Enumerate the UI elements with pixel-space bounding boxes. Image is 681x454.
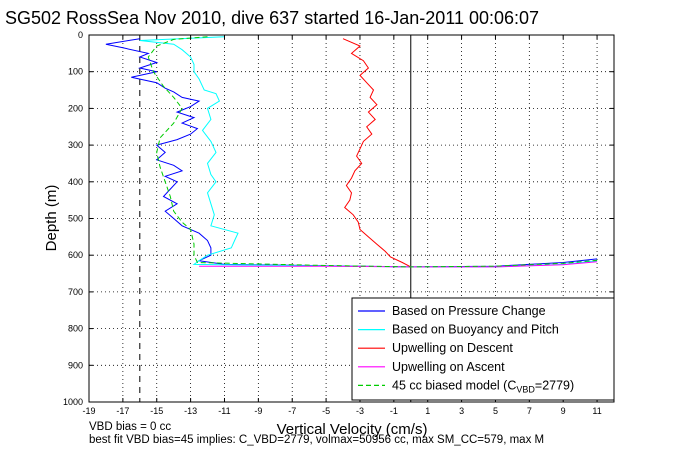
legend-label: 45 cc biased model (CVBD=2779): [392, 378, 574, 394]
series-line-3: [342, 38, 412, 268]
y-tick-label: 600: [68, 250, 83, 260]
x-tick-label: -15: [150, 406, 163, 416]
chart-title: SG502 RossSea Nov 2010, dive 637 started…: [5, 8, 539, 28]
x-tick-label: -3: [356, 406, 364, 416]
legend-label: Based on Pressure Change: [392, 304, 546, 318]
x-tick-label: -1: [390, 406, 398, 416]
y-tick-label: 0: [78, 30, 83, 40]
series-line-5: [147, 36, 598, 268]
y-ticks: 0 100 200 300 400 500 600 700 800 900 1000: [63, 30, 614, 407]
y-tick-label: 700: [68, 287, 83, 297]
x-tick-label: -5: [322, 406, 330, 416]
x-tick-label: 11: [592, 406, 601, 416]
x-tick-label: 3: [459, 406, 464, 416]
x-tick-label: -7: [288, 406, 296, 416]
legend-label: Upwelling on Ascent: [392, 360, 505, 374]
legend-box: [351, 297, 615, 401]
x-tick-label: 5: [493, 406, 498, 416]
x-tick-label: 9: [561, 406, 566, 416]
y-tick-label: 900: [68, 360, 83, 370]
x-ticks: -19 -17 -15 -13 -11 -9 -7 -5 -3 -1 1 3 5 7 9 11: [82, 35, 602, 416]
y-tick-label: 100: [68, 67, 83, 77]
legend-label: Upwelling on Descent: [392, 341, 513, 355]
y-tick-label: 400: [68, 177, 83, 187]
series-layer: [105, 36, 598, 268]
legend: Based on Pressure Change Based on Buoyanc…: [351, 297, 615, 401]
y-tick-label: 1000: [63, 397, 83, 407]
x-tick-label: -17: [116, 406, 129, 416]
y-tick-label: 500: [68, 214, 83, 224]
footer-line-2: best fit VBD bias=45 implies: C_VBD=2779…: [89, 434, 545, 446]
x-tick-label: 7: [527, 406, 532, 416]
y-tick-label: 300: [68, 140, 83, 150]
x-tick-label: -13: [184, 406, 197, 416]
footer-line-1: VBD bias = 0 cc: [89, 421, 172, 433]
series-line-2: [139, 36, 598, 268]
x-axis-label: Vertical Velocity (cm/s): [277, 421, 428, 438]
y-tick-label: 200: [68, 103, 83, 113]
x-tick-label: -19: [82, 406, 95, 416]
legend-label: Based on Buoyancy and Pitch: [392, 323, 559, 337]
x-tick-label: 1: [425, 406, 430, 416]
x-tick-label: -9: [254, 406, 262, 416]
x-tick-label: -11: [218, 406, 230, 416]
y-tick-label: 800: [68, 324, 83, 334]
y-axis-label: Depth (m): [43, 185, 60, 252]
series-line-1: [105, 38, 598, 268]
